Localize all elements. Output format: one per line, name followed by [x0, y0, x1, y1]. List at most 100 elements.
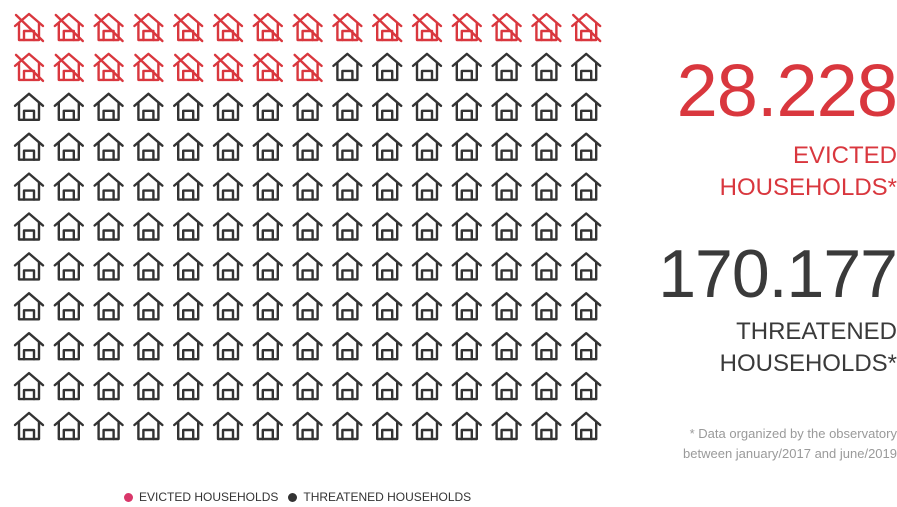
house-icon	[252, 292, 284, 321]
house-icon	[531, 92, 562, 122]
house-icon	[212, 132, 244, 161]
house-icon	[571, 212, 602, 241]
house-icon	[133, 411, 164, 441]
house-icon	[172, 292, 204, 321]
house-icon	[571, 172, 602, 201]
house-icon	[93, 212, 124, 241]
legend-dot-threatened	[288, 492, 298, 502]
house-icon	[292, 411, 323, 441]
house-icon	[571, 92, 602, 122]
legend-label-evicted: EVICTED HOUSEHOLDS	[139, 490, 279, 504]
house-icon	[411, 292, 443, 321]
house-icon	[531, 132, 562, 161]
house-icon	[252, 332, 284, 361]
house-icon	[451, 172, 482, 201]
house-icon	[451, 411, 482, 441]
house-icon	[53, 212, 84, 241]
house-icon	[133, 332, 164, 361]
house-icon	[571, 52, 602, 82]
house-icon	[491, 92, 522, 122]
house-icon	[172, 172, 204, 201]
house-icon	[531, 332, 562, 361]
house-icon	[212, 212, 244, 241]
house-icon	[531, 292, 562, 321]
house-icon	[332, 252, 363, 281]
legend: EVICTED HOUSEHOLDS THREATENED HOUSEHOLDS	[124, 490, 481, 504]
house-icon	[252, 132, 284, 161]
house-icon	[411, 92, 443, 122]
house-icon	[13, 92, 45, 122]
house-icon	[292, 371, 323, 401]
house-crossed-icon	[212, 12, 244, 43]
house-crossed-icon	[172, 52, 204, 83]
house-icon	[93, 332, 124, 361]
house-icon	[292, 92, 323, 122]
house-icon	[332, 52, 363, 82]
house-pictogram-grid	[13, 12, 602, 441]
house-crossed-icon	[252, 12, 284, 43]
house-icon	[491, 252, 522, 281]
house-crossed-icon	[411, 12, 443, 43]
house-icon	[491, 52, 522, 82]
house-icon	[212, 292, 244, 321]
evicted-count: 28.228	[676, 49, 897, 132]
house-crossed-icon	[13, 52, 45, 83]
house-crossed-icon	[451, 12, 482, 43]
house-icon	[372, 52, 403, 82]
house-icon	[372, 332, 403, 361]
house-crossed-icon	[53, 52, 84, 83]
house-icon	[53, 371, 84, 401]
house-icon	[133, 371, 164, 401]
house-icon	[212, 411, 244, 441]
house-icon	[212, 172, 244, 201]
house-icon	[252, 252, 284, 281]
house-crossed-icon	[252, 52, 284, 83]
house-icon	[411, 252, 443, 281]
house-icon	[451, 292, 482, 321]
legend-label-threatened: THREATENED HOUSEHOLDS	[303, 490, 472, 504]
house-icon	[332, 411, 363, 441]
house-crossed-icon	[93, 12, 124, 43]
house-icon	[411, 212, 443, 241]
evicted-label: EVICTED HOUSEHOLDS*	[720, 140, 897, 204]
house-crossed-icon	[332, 12, 363, 43]
house-icon	[571, 292, 602, 321]
house-icon	[411, 52, 443, 82]
house-icon	[93, 132, 124, 161]
house-crossed-icon	[133, 12, 164, 43]
house-icon	[571, 411, 602, 441]
house-icon	[372, 132, 403, 161]
house-icon	[13, 132, 45, 161]
house-icon	[212, 332, 244, 361]
house-crossed-icon	[531, 12, 562, 43]
house-icon	[93, 411, 124, 441]
house-icon	[292, 212, 323, 241]
house-crossed-icon	[53, 12, 84, 43]
house-icon	[292, 252, 323, 281]
house-icon	[292, 132, 323, 161]
legend-dot-evicted	[124, 492, 133, 502]
house-icon	[372, 371, 403, 401]
house-icon	[332, 132, 363, 161]
house-icon	[571, 371, 602, 401]
house-icon	[252, 411, 284, 441]
house-icon	[133, 132, 164, 161]
house-icon	[13, 332, 45, 361]
house-crossed-icon	[292, 12, 323, 43]
house-icon	[531, 252, 562, 281]
house-crossed-icon	[93, 52, 124, 83]
house-crossed-icon	[571, 12, 602, 43]
threatened-label: THREATENED HOUSEHOLDS*	[720, 316, 897, 380]
house-icon	[172, 212, 204, 241]
house-icon	[13, 172, 45, 201]
house-icon	[93, 371, 124, 401]
house-icon	[292, 332, 323, 361]
house-icon	[133, 212, 164, 241]
house-icon	[93, 92, 124, 122]
house-icon	[451, 371, 482, 401]
house-icon	[252, 172, 284, 201]
house-icon	[133, 252, 164, 281]
house-icon	[372, 292, 403, 321]
house-icon	[252, 371, 284, 401]
legend-item-threatened: THREATENED HOUSEHOLDS	[288, 490, 471, 504]
